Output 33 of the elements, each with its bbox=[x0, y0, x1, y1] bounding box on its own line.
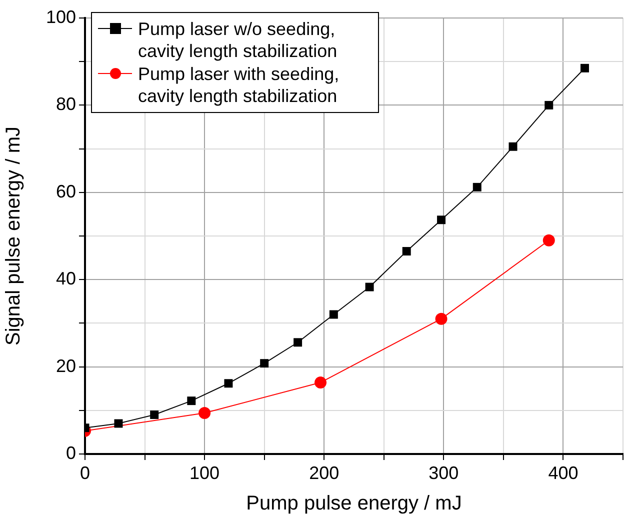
legend-label: Pump laser with seeding, cavity length stabilization bbox=[138, 63, 340, 107]
y-tick-label: 0 bbox=[66, 442, 76, 463]
x-tick-label: 300 bbox=[428, 462, 459, 483]
x-tick-label: 200 bbox=[309, 462, 340, 483]
legend-label: Pump laser w/o seeding, cavity length stabilization bbox=[138, 18, 338, 62]
point bbox=[224, 379, 233, 388]
point bbox=[150, 410, 159, 420]
x-tick-label: 0 bbox=[80, 462, 90, 483]
point bbox=[114, 419, 123, 428]
point bbox=[198, 407, 211, 420]
x-axis-title: Pump pulse energy / mJ bbox=[246, 492, 462, 515]
point bbox=[294, 338, 302, 347]
point bbox=[260, 359, 269, 368]
point bbox=[329, 310, 338, 319]
y-tick-label: 60 bbox=[56, 181, 76, 202]
y-tick-label: 20 bbox=[56, 356, 76, 376]
point bbox=[402, 247, 411, 256]
point bbox=[544, 100, 554, 110]
point bbox=[472, 182, 482, 192]
point bbox=[437, 216, 446, 224]
y-axis-title: Signal pulse energy / mJ bbox=[2, 126, 25, 346]
point bbox=[508, 142, 518, 151]
point bbox=[435, 312, 448, 325]
y-tick-label: 80 bbox=[56, 94, 76, 114]
point bbox=[314, 376, 327, 388]
point bbox=[580, 64, 589, 72]
point bbox=[365, 282, 374, 292]
y-tick-label: 100 bbox=[46, 6, 76, 27]
point bbox=[187, 396, 196, 406]
point bbox=[542, 234, 555, 246]
y-tick-label: 40 bbox=[56, 268, 76, 289]
x-tick-label: 400 bbox=[548, 462, 578, 483]
x-tick-label: 100 bbox=[190, 462, 220, 483]
